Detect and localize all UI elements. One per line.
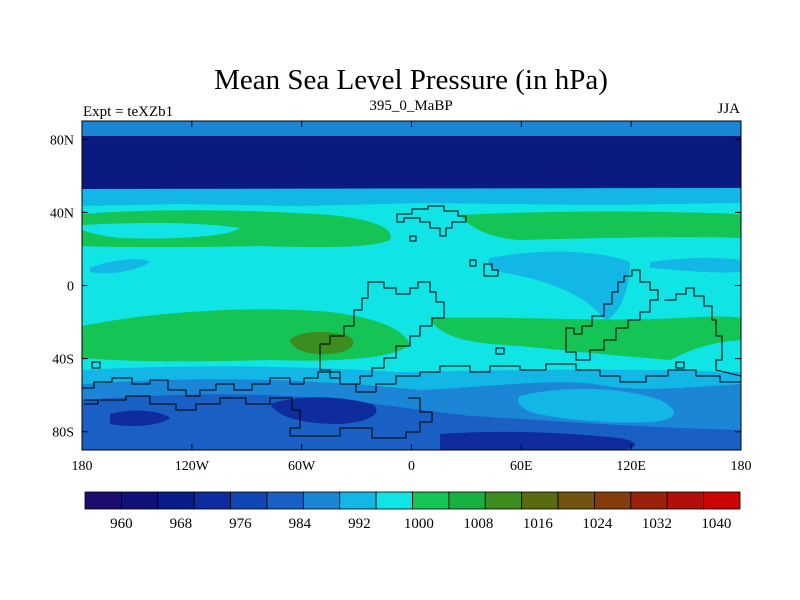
outline-east-block <box>664 287 741 384</box>
colorbar-swatch <box>84 491 122 510</box>
colorbar-label: 968 <box>170 516 193 532</box>
lat-tick-label: 0 <box>67 280 74 295</box>
lon-tick-label: 120E <box>616 459 646 474</box>
colorbar-label: 984 <box>289 516 312 532</box>
field-north-high-band-east <box>460 211 741 240</box>
field-lightblue-streak-east <box>650 258 741 273</box>
colorbar-swatch <box>339 491 377 510</box>
lon-tick-label: 60E <box>510 459 533 474</box>
lon-tick-label: 60W <box>288 459 316 474</box>
colorbar-label: 976 <box>229 516 252 532</box>
colorbar-label: 1016 <box>523 516 554 532</box>
colorbar-swatch <box>157 491 195 510</box>
colorbar-swatch <box>666 491 705 510</box>
colorbar-swatch <box>266 491 304 510</box>
outline-west-edge <box>84 361 101 405</box>
lat-tick-label: 80N <box>50 133 74 148</box>
colorbar-label: 1000 <box>404 516 434 532</box>
colorbar-swatch <box>594 491 632 510</box>
colorbar-swatch <box>484 491 523 510</box>
colorbar-label: 1032 <box>642 516 672 532</box>
colorbar-swatch <box>120 491 159 510</box>
lat-tick-label: 40S <box>52 353 74 368</box>
lon-tick-label: 180 <box>731 459 752 474</box>
colorbar-swatch <box>703 491 741 510</box>
colorbar-swatch <box>375 491 413 510</box>
outline-south-belt <box>82 363 741 397</box>
lon-tick-label: 0 <box>408 459 415 474</box>
lon-tick-label: 180 <box>72 459 93 474</box>
outline-small-islets <box>495 347 685 369</box>
field-antarctic-low-west <box>110 410 170 426</box>
outline-north-islet <box>409 235 499 277</box>
lat-tick-label: 80S <box>52 426 74 441</box>
outline-south-lower <box>100 395 433 439</box>
outline-gondwana-east <box>565 269 659 361</box>
pressure-colorbar: 960 968 976 984 992 1000 1008 1016 1024 1032 1040 <box>84 491 741 532</box>
pressure-field <box>82 121 741 450</box>
season-label: JJA <box>717 101 740 117</box>
period-label: 395_0_MaBP <box>369 98 452 114</box>
experiment-label: Expt = teXZb1 <box>83 104 173 120</box>
field-arctic-lightblue-edge <box>82 188 741 206</box>
field-south-high-band-east <box>430 316 741 360</box>
colorbar-swatch <box>412 491 450 510</box>
field-southern-cyan-tongue <box>518 388 674 423</box>
colorbar-swatch <box>521 491 559 510</box>
colorbar-swatch <box>193 491 231 510</box>
colorbar-swatch <box>448 491 486 510</box>
continent-outlines <box>82 205 741 439</box>
colorbar-swatch <box>302 491 341 510</box>
longitude-axis: 180 120W 60W 0 60E 120E 180 <box>72 121 752 474</box>
field-antarctic-deep-low <box>270 397 377 424</box>
colorbar-label: 960 <box>110 516 133 532</box>
field-lightblue-streak-center <box>488 251 630 320</box>
field-olive-high-center <box>290 331 354 355</box>
latitude-axis: 80N 40N 0 40S 80S <box>50 133 741 441</box>
outline-north-landmass <box>396 205 467 237</box>
field-arctic-low-band <box>82 136 741 193</box>
colorbar-swatch <box>557 491 595 510</box>
field-lightblue-streak-west <box>90 259 150 274</box>
outline-gondwana-west <box>319 281 445 385</box>
colorbar-swatch <box>630 491 668 510</box>
colorbar-label: 1024 <box>582 516 613 532</box>
field-antarctic-low-east <box>440 431 635 450</box>
colorbar-label: 992 <box>348 516 371 532</box>
map-title: Mean Sea Level Pressure (in hPa) <box>214 64 608 96</box>
colorbar-swatch <box>230 491 268 510</box>
colorbar-label: 1040 <box>701 516 731 532</box>
lat-tick-label: 40N <box>50 206 74 221</box>
colorbar-label: 1008 <box>463 516 493 532</box>
lon-tick-label: 120W <box>175 459 210 474</box>
field-cyan-patch-north-pacific <box>82 223 240 239</box>
